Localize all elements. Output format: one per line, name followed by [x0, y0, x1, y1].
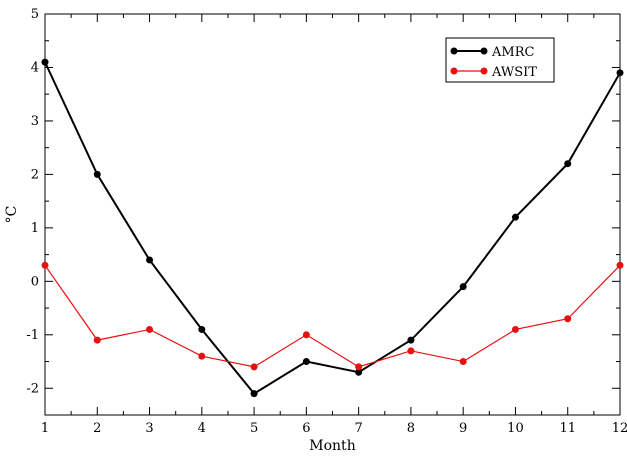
data-point-awsit	[459, 358, 467, 366]
data-point-awsit	[355, 363, 363, 371]
x-axis-title: Month	[309, 438, 355, 454]
x-tick-label: 10	[507, 421, 524, 436]
y-tick-label: 1	[31, 221, 39, 236]
x-tick-label: 5	[250, 421, 258, 436]
data-point-amrc	[198, 325, 206, 333]
series-line-awsit	[44, 264, 621, 368]
data-point-awsit	[198, 352, 206, 360]
data-point-awsit	[407, 347, 415, 355]
data-point-amrc	[250, 390, 258, 398]
series-layer	[41, 58, 624, 398]
data-point-amrc	[355, 368, 363, 376]
x-tick-label: 1	[41, 421, 49, 436]
x-tick-label: 3	[145, 421, 153, 436]
data-point-awsit	[41, 261, 49, 269]
y-tick-label: -1	[26, 328, 39, 343]
data-point-amrc	[302, 358, 310, 366]
y-tick-label: 4	[31, 60, 39, 75]
x-tick-label: 9	[459, 421, 467, 436]
data-point-amrc	[93, 170, 101, 178]
x-tick-label: 4	[198, 421, 206, 436]
y-tick-label: -2	[26, 381, 39, 396]
legend-box	[445, 37, 555, 83]
legend: AMRC AWSIT	[445, 37, 555, 83]
y-axis-title: °C	[4, 206, 20, 224]
data-point-awsit	[93, 336, 101, 344]
legend-marker	[450, 47, 458, 55]
x-tick-label: 12	[612, 421, 627, 436]
y-tick-label: 5	[31, 7, 39, 22]
y-tick-label: 3	[31, 114, 39, 129]
y-axis: -2 -1 0 1 2 3 4 5	[26, 7, 620, 416]
data-point-amrc	[564, 160, 572, 168]
data-point-awsit	[511, 325, 519, 333]
legend-marker	[480, 67, 488, 75]
x-tick-label: 11	[559, 421, 576, 436]
data-point-amrc	[146, 256, 154, 264]
legend-label: AWSIT	[491, 65, 537, 80]
data-point-awsit	[564, 315, 572, 323]
y-tick-label: 2	[31, 167, 39, 182]
data-point-amrc	[459, 283, 467, 291]
data-point-awsit	[302, 331, 310, 339]
series-line-amrc	[44, 61, 621, 395]
y-tick-label: 0	[31, 274, 39, 289]
x-tick-label: 2	[93, 421, 101, 436]
x-tick-label: 7	[354, 421, 362, 436]
x-tick-label: 6	[302, 421, 310, 436]
data-point-amrc	[511, 213, 519, 221]
legend-label: AMRC	[491, 45, 534, 60]
x-axis: 1 2 3 4 5 6 7 8 9 10 11 12	[41, 14, 627, 436]
data-point-awsit	[146, 325, 154, 333]
legend-marker	[450, 67, 458, 75]
legend-marker	[480, 47, 488, 55]
x-tick-label: 8	[407, 421, 415, 436]
data-point-awsit	[616, 261, 624, 269]
data-point-amrc	[616, 69, 624, 77]
data-point-awsit	[250, 363, 258, 371]
data-point-amrc	[41, 58, 49, 66]
data-point-amrc	[407, 336, 415, 344]
